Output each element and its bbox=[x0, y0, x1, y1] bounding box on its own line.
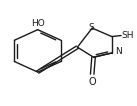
Text: SH: SH bbox=[122, 31, 134, 40]
Text: N: N bbox=[115, 47, 121, 56]
Text: HO: HO bbox=[31, 19, 45, 28]
Text: O: O bbox=[88, 77, 96, 87]
Text: S: S bbox=[89, 23, 94, 32]
